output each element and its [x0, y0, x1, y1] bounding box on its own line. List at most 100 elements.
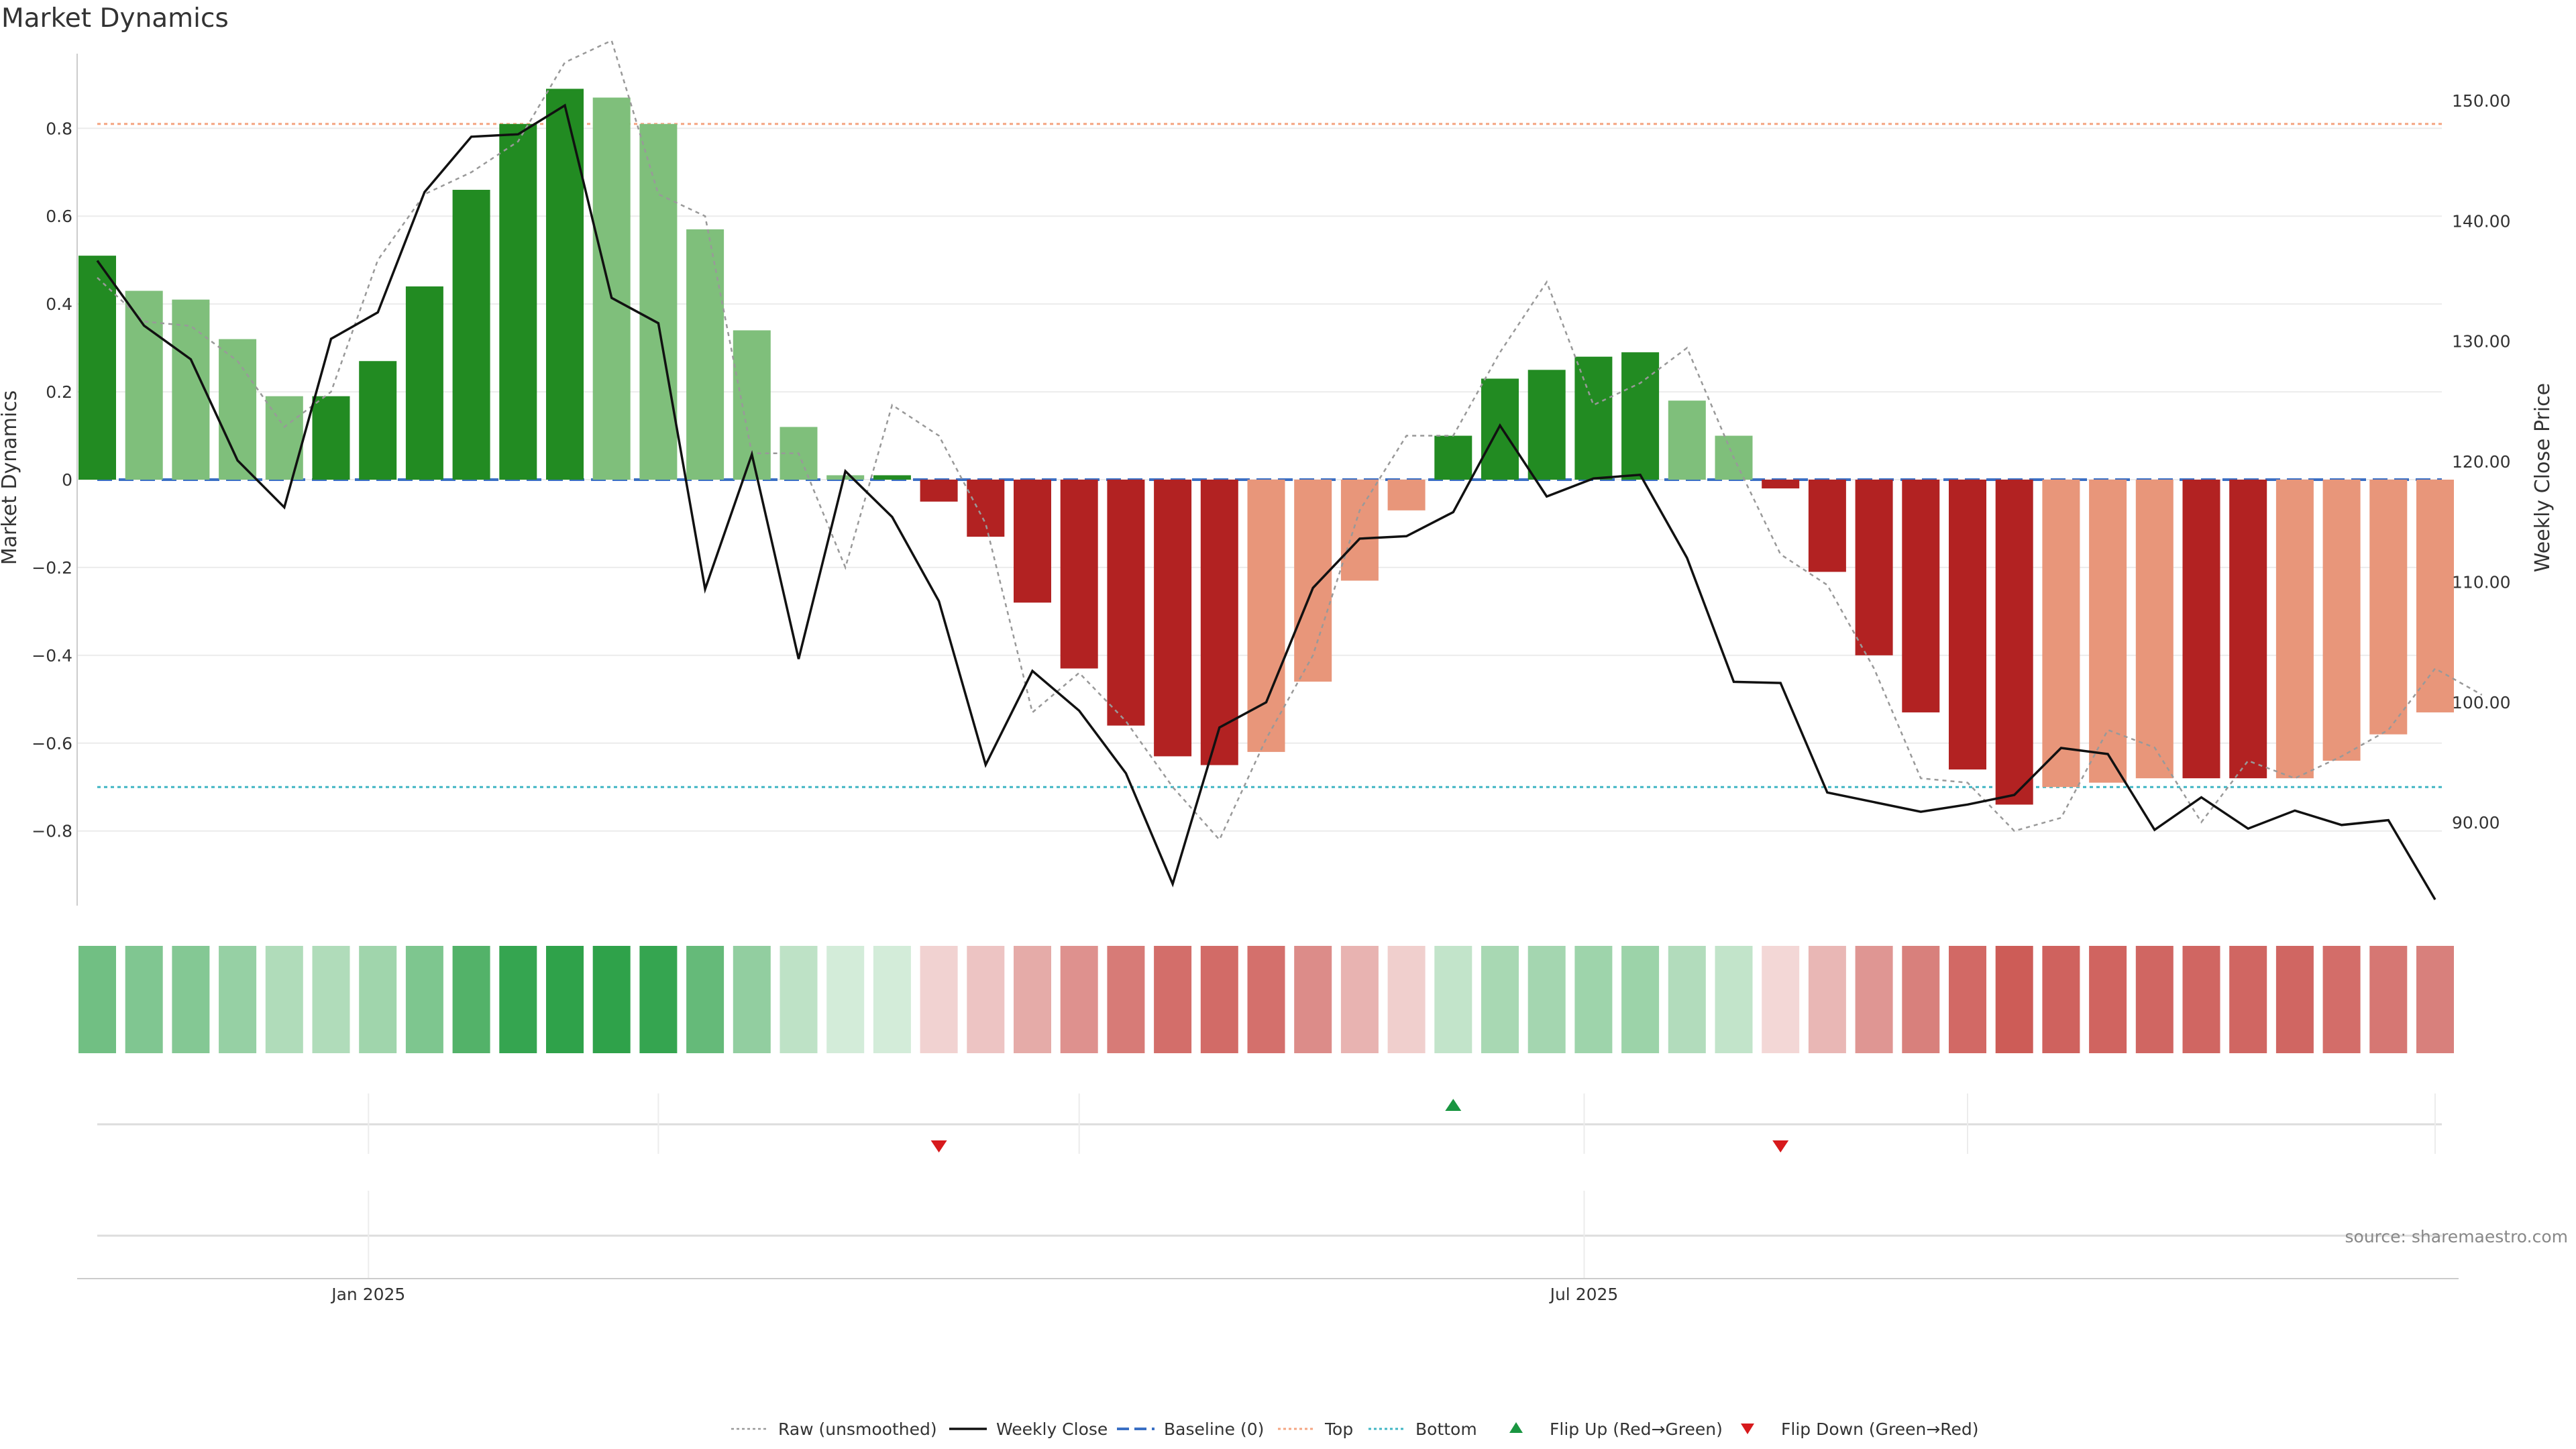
dynamics-bar — [78, 256, 116, 480]
heat-cell — [1715, 946, 1753, 1053]
chart-title: Market Dynamics — [1, 3, 229, 34]
dynamics-bar — [405, 286, 443, 480]
heat-cell — [1294, 946, 1332, 1053]
heat-cell — [452, 946, 490, 1053]
dynamics-bar — [1294, 480, 1332, 682]
dynamics-bar — [1527, 370, 1566, 480]
flip-down-marker — [1772, 1140, 1789, 1152]
heat-cell — [172, 946, 210, 1053]
dynamics-bar — [219, 339, 257, 480]
dynamics-bar — [1762, 480, 1800, 489]
heat-cell — [405, 946, 443, 1053]
heat-cell — [546, 946, 584, 1053]
legend-bottom-label: Bottom — [1415, 1419, 1477, 1439]
left-tick-label: 0.6 — [46, 207, 72, 226]
raw-unsmoothed-line — [97, 39, 2483, 842]
heat-cell — [1574, 946, 1613, 1053]
dynamics-bar — [1949, 480, 1986, 770]
heat-cell — [125, 946, 163, 1053]
legend-flip-up-marker — [1509, 1422, 1523, 1433]
dynamics-bar — [1060, 480, 1098, 669]
right-tick-label: 100.00 — [2452, 693, 2510, 712]
dynamics-bar — [2369, 480, 2408, 735]
dynamics-bar — [1107, 480, 1145, 726]
dynamics-bar — [2089, 480, 2127, 783]
legend-baseline-label: Baseline (0) — [1164, 1419, 1264, 1439]
dynamics-bar — [359, 361, 397, 480]
dynamics-bar — [312, 396, 350, 480]
dynamics-bar — [1995, 480, 2033, 805]
heat-cell — [826, 946, 865, 1053]
dynamics-bar — [1154, 480, 1192, 757]
dynamics-bar — [2229, 480, 2267, 779]
legend-down-label: Flip Down (Green→Red) — [1781, 1419, 1979, 1439]
price-lines — [96, 39, 2483, 900]
left-tick-label: −0.2 — [32, 558, 72, 578]
heat-cell — [639, 946, 678, 1053]
dynamics-bar — [686, 229, 724, 480]
right-tick-label: 120.00 — [2452, 452, 2510, 472]
dynamics-bar — [920, 480, 958, 502]
legend-raw-label: Raw (unsmoothed) — [778, 1419, 937, 1439]
heat-cell — [1855, 946, 1893, 1053]
heat-cell — [873, 946, 911, 1053]
flip-markers-panel — [97, 1099, 2442, 1237]
heat-cell — [686, 946, 724, 1053]
heat-cell — [359, 946, 397, 1053]
heat-cell — [1668, 946, 1706, 1053]
dynamics-bar — [2135, 480, 2174, 779]
heat-cell — [733, 946, 771, 1053]
heat-cell — [780, 946, 818, 1053]
heat-cell — [1762, 946, 1800, 1053]
right-tick-label: 90.00 — [2452, 813, 2500, 833]
heat-cell — [1247, 946, 1285, 1053]
left-tick-label: 0.4 — [46, 294, 72, 314]
heat-cell — [499, 946, 537, 1053]
heat-cell — [1621, 946, 1660, 1053]
heat-cell — [2135, 946, 2174, 1053]
heat-cell — [1014, 946, 1051, 1053]
left-tick-label: 0 — [62, 470, 72, 490]
left-tick-label: −0.4 — [32, 646, 72, 665]
heat-cell — [2042, 946, 2080, 1053]
heat-cell — [265, 946, 303, 1053]
dynamics-bar — [1855, 480, 1893, 655]
heat-cell — [2416, 946, 2454, 1053]
left-tick-label: −0.8 — [32, 822, 72, 841]
date-tick-label: Jul 2025 — [1549, 1285, 1619, 1304]
legend: Raw (unsmoothed) Weekly Close Baseline (0)… — [731, 1419, 1979, 1439]
source-credit: source: sharemaestro.com — [2345, 1227, 2569, 1246]
axes: 0.8 0.6 0.4 0.2 0 −0.2 −0.4 −0.6 −0.8 150.00 140.0… — [32, 54, 2510, 906]
left-tick-label: −0.6 — [32, 734, 72, 753]
right-tick-label: 130.00 — [2452, 332, 2510, 352]
dynamics-bar — [1574, 356, 1613, 480]
legend-up-label: Flip Up (Red→Green) — [1550, 1419, 1723, 1439]
dynamics-bar — [452, 189, 490, 480]
heat-cell — [592, 946, 631, 1053]
dynamics-bars — [78, 89, 2454, 805]
dynamics-bar — [1434, 435, 1472, 480]
flip-down-marker — [930, 1140, 947, 1152]
heat-cell — [1949, 946, 1986, 1053]
heat-cell — [1107, 946, 1145, 1053]
dynamics-bar — [1668, 400, 1706, 480]
legend-flip-down-marker — [1741, 1424, 1754, 1434]
date-tick-label: Jan 2025 — [330, 1285, 405, 1304]
heat-cell — [2182, 946, 2220, 1053]
right-axis-label: Weekly Close Price — [2531, 383, 2555, 572]
heat-cell — [2322, 946, 2361, 1053]
heat-cell — [2229, 946, 2267, 1053]
dynamics-bar — [1014, 480, 1051, 603]
dynamics-bar — [2322, 480, 2361, 761]
heat-cell — [2089, 946, 2127, 1053]
left-tick-label: 0.2 — [46, 382, 72, 402]
heat-cell — [1434, 946, 1472, 1053]
dynamics-bar — [1902, 480, 1940, 712]
heat-strip — [78, 946, 2454, 1053]
dynamics-bar — [592, 97, 631, 480]
right-tick-label: 150.00 — [2452, 91, 2510, 111]
left-tick-label: 0.8 — [46, 119, 72, 138]
dynamics-bar — [2275, 480, 2314, 779]
heat-cell — [1995, 946, 2033, 1053]
dynamics-bar — [125, 290, 163, 480]
